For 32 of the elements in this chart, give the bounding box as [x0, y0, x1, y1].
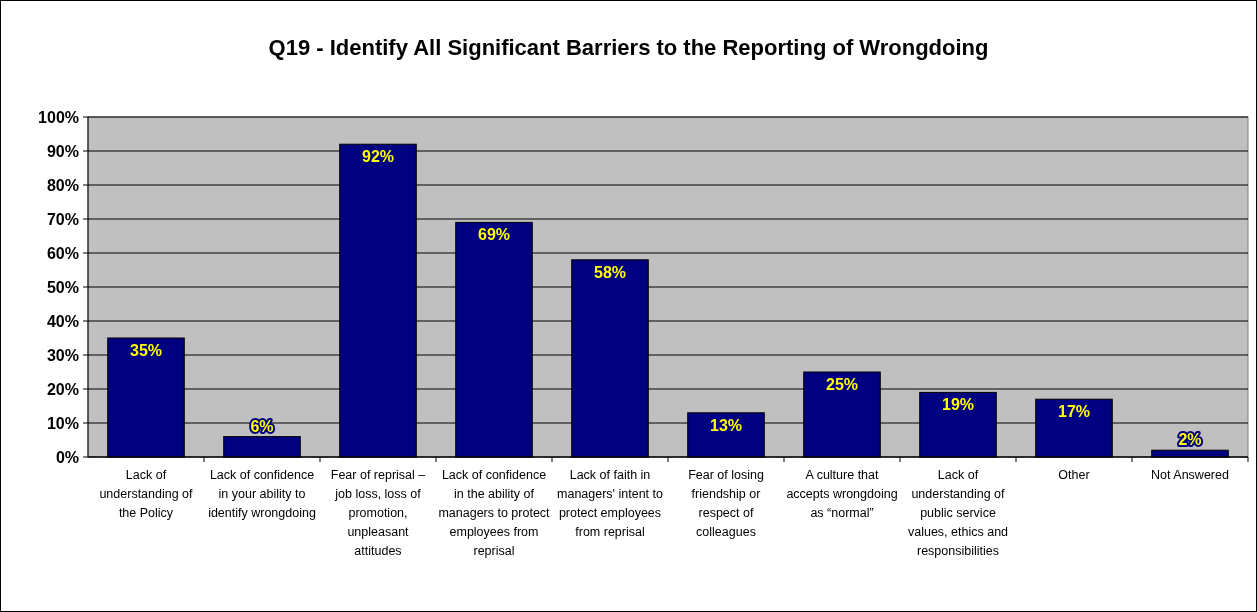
y-tick-label: 50%: [46, 278, 79, 296]
x-tick-label: Fear of losing friendship or respect of colleagues: [688, 468, 764, 539]
x-tick-label: Other: [1058, 468, 1090, 482]
x-tick-label: Lack of confidence in the ability of managers to protect employees from reprisal: [438, 468, 551, 558]
y-tick-label: 40%: [46, 312, 79, 330]
x-tick-label: Not Answered: [1151, 468, 1229, 482]
x-tick-label: Fear of reprisal – job loss, loss of promotion, unpleasant attitudes: [330, 468, 426, 558]
data-label: 19%: [941, 396, 975, 414]
x-tick-label: A culture that accepts wrongdoing as “normal”: [786, 468, 898, 520]
y-tick-label: 60%: [46, 244, 79, 262]
y-tick-label: 30%: [46, 346, 79, 364]
x-tick-label: Lack of confidence in your ability to identify wrongdoing: [208, 468, 316, 520]
x-tick-label: Lack of faith in managers' intent to protect employees from reprisal: [557, 468, 664, 539]
data-label: 25%: [825, 376, 859, 393]
data-label: 69%: [477, 226, 511, 244]
y-tick-label: 70%: [46, 210, 79, 228]
y-tick-label: 100%: [38, 108, 79, 126]
y-tick-label: 10%: [46, 414, 79, 432]
data-label: 92%: [361, 148, 395, 166]
data-label: 35%: [129, 342, 163, 359]
y-tick-label: 20%: [46, 380, 79, 398]
data-label: 17%: [1057, 403, 1091, 421]
y-tick-label: 0%: [55, 448, 79, 466]
data-label: 6%: [250, 417, 274, 435]
data-label: 13%: [709, 416, 743, 434]
x-tick-label: Lack of understanding of public service values, ethics and responsibilities: [907, 468, 1009, 558]
x-tick-label: Lack of understanding of the Policy: [99, 468, 194, 520]
data-label: 2%: [1178, 431, 1202, 449]
y-tick-label: 90%: [46, 142, 79, 160]
chart-title: Q19 - Identify All Significant Barriers to the Reporting of Wrongdoing: [268, 35, 989, 60]
y-tick-label: 80%: [46, 176, 79, 194]
data-label: 58%: [593, 263, 627, 281]
